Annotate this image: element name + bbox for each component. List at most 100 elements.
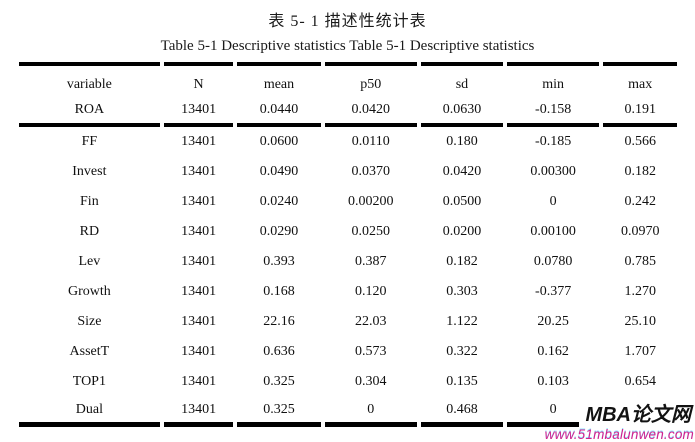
value-cell: 0.387 (355, 254, 387, 269)
column-header-max: max (603, 62, 677, 100)
value-cell: 0.00300 (530, 164, 576, 179)
value-cell: 0.00200 (348, 194, 394, 209)
table-row: RD 13401 0.0290 0.0250 0.0200 0.00100 0.0970 (19, 217, 677, 247)
value-cell: 0.103 (537, 374, 569, 389)
value-cell: 0.0780 (533, 254, 573, 269)
table-body: ROA 13401 0.0440 0.0420 0.0630 -0.158 0.191 FF 1… (19, 100, 677, 427)
value-cell: 0.654 (624, 374, 656, 389)
variable-cell: Lev (78, 254, 101, 269)
value-cell: 0.0200 (442, 224, 482, 239)
value-cell (603, 397, 677, 427)
table-row: TOP1 13401 0.325 0.304 0.135 0.103 0.654 (19, 367, 677, 397)
value-cell: 0.303 (446, 284, 478, 299)
table-row: Growth 13401 0.168 0.120 0.303 -0.377 1.270 (19, 277, 677, 307)
value-cell: 0.0240 (259, 194, 299, 209)
value-cell: 0.0420 (442, 164, 482, 179)
value-cell: 13401 (181, 374, 217, 389)
variable-cell: Size (77, 314, 102, 329)
value-cell: 0.573 (355, 344, 387, 359)
value-cell: 0.0440 (237, 100, 321, 127)
value-cell: 0.0600 (259, 134, 299, 149)
table-row: ROA 13401 0.0440 0.0420 0.0630 -0.158 0.191 (19, 100, 677, 127)
column-header-sd: sd (421, 62, 503, 100)
variable-cell: Dual (19, 397, 160, 427)
value-cell: 13401 (181, 164, 217, 179)
column-header-mean: mean (237, 62, 321, 100)
value-cell: 0.168 (263, 284, 295, 299)
value-cell: -0.185 (535, 134, 572, 149)
value-cell: 0.0500 (442, 194, 482, 209)
value-cell: -0.158 (506, 100, 600, 127)
value-cell: 0.785 (624, 254, 656, 269)
column-header-p50: p50 (324, 62, 418, 100)
value-cell: 0 (324, 397, 418, 427)
variable-cell: Growth (67, 284, 111, 299)
value-cell: -0.377 (535, 284, 572, 299)
value-cell: 0.0110 (351, 134, 390, 149)
variable-cell: AssetT (69, 344, 110, 359)
value-cell: 0.0420 (324, 100, 418, 127)
value-cell: 1.707 (624, 344, 656, 359)
value-cell: 0.0370 (351, 164, 391, 179)
value-cell: 13401 (163, 100, 234, 127)
value-cell: 0.304 (355, 374, 387, 389)
value-cell: 13401 (163, 397, 234, 427)
value-cell: 1.270 (624, 284, 656, 299)
value-cell: 22.03 (355, 314, 387, 329)
value-cell: 0.322 (446, 344, 478, 359)
variable-cell: TOP1 (72, 374, 106, 389)
variable-cell: FF (81, 134, 98, 149)
value-cell: 0.135 (446, 374, 478, 389)
table-row: Invest 13401 0.0490 0.0370 0.0420 0.00300 0.18… (19, 157, 677, 187)
value-cell: 0.182 (446, 254, 478, 269)
variable-cell: Fin (80, 194, 99, 209)
value-cell: 0.191 (603, 100, 677, 127)
value-cell: 0.0250 (351, 224, 391, 239)
value-cell: 0.636 (263, 344, 295, 359)
value-cell: 22.16 (263, 314, 295, 329)
value-cell: 0.468 (421, 397, 503, 427)
table-title-chinese: 表 5- 1 描述性统计表 (268, 13, 427, 30)
value-cell: 0.325 (263, 374, 295, 389)
column-header-n: N (163, 62, 234, 100)
descriptive-statistics-table: variable N mean p50 sd min max ROA 13401 0… (15, 62, 681, 427)
value-cell: 0.00100 (530, 224, 576, 239)
value-cell: 0.120 (355, 284, 387, 299)
value-cell: 13401 (181, 224, 217, 239)
value-cell: 13401 (181, 254, 217, 269)
value-cell: 13401 (181, 344, 217, 359)
table-row: Size 13401 22.16 22.03 1.122 20.25 25.10 (19, 307, 677, 337)
column-header-variable: variable (19, 62, 160, 100)
value-cell: 0.566 (624, 134, 656, 149)
table-row: Lev 13401 0.393 0.387 0.182 0.0780 0.785 (19, 247, 677, 277)
column-header-min: min (506, 62, 600, 100)
value-cell: 13401 (181, 134, 217, 149)
value-cell: 13401 (181, 284, 217, 299)
value-cell: 0.180 (446, 134, 478, 149)
value-cell: 0 (549, 194, 557, 209)
table-row: FF 13401 0.0600 0.0110 0.180 -0.185 0.566 (19, 127, 677, 157)
table-row: AssetT 13401 0.636 0.573 0.322 0.162 1.707 (19, 337, 677, 367)
variable-cell: RD (79, 224, 100, 239)
value-cell: 0.0290 (259, 224, 299, 239)
value-cell: 0.242 (624, 194, 656, 209)
value-cell: 0.0630 (421, 100, 503, 127)
value-cell: 25.10 (624, 314, 656, 329)
value-cell: 13401 (181, 314, 217, 329)
value-cell: 20.25 (537, 314, 569, 329)
value-cell: 13401 (181, 194, 217, 209)
variable-cell: ROA (19, 100, 160, 127)
variable-cell: Invest (72, 164, 107, 179)
table-header-row: variable N mean p50 sd min max (19, 62, 677, 100)
value-cell: 1.122 (446, 314, 478, 329)
value-cell: 0.182 (624, 164, 656, 179)
value-cell: 0 (506, 397, 600, 427)
value-cell: 0.0970 (620, 224, 660, 239)
table-row: Dual 13401 0.325 0 0.468 0 (19, 397, 677, 427)
watermark-url-text: www.51mbalunwen.com (544, 427, 694, 442)
table-title-english: Table 5-1 Descriptive statistics Table 5… (160, 38, 535, 54)
value-cell: 0.0490 (259, 164, 299, 179)
value-cell: 0.393 (263, 254, 295, 269)
table-row: Fin 13401 0.0240 0.00200 0.0500 0 0.242 (19, 187, 677, 217)
value-cell: 0.325 (237, 397, 321, 427)
